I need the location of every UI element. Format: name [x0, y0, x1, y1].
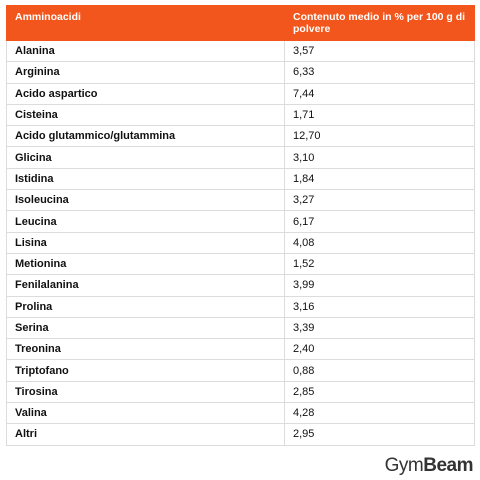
- amino-value: 4,28: [284, 402, 475, 425]
- table-row: Lisina 4,08: [6, 231, 475, 254]
- amino-name: Treonina: [6, 338, 285, 361]
- table-body: Alanina 3,57 Arginina 6,33 Acido aspartico 7,…: [6, 39, 475, 446]
- amino-value: 4,08: [284, 231, 475, 254]
- amino-value: 1,71: [284, 103, 475, 127]
- amino-name: Alanina: [6, 39, 285, 63]
- amino-value: 3,57: [284, 39, 475, 63]
- amino-name: Lisina: [6, 231, 285, 254]
- amino-name: Leucina: [6, 210, 285, 233]
- amino-value: 6,33: [284, 61, 475, 84]
- amino-name: Prolina: [6, 295, 285, 318]
- table-row: Cisteina 1,71: [6, 103, 475, 127]
- amino-name: Fenilalanina: [6, 274, 285, 297]
- amino-name: Arginina: [6, 61, 285, 84]
- logo-text: Beam: [423, 455, 473, 476]
- table-row: Serina 3,39: [6, 316, 475, 340]
- amino-value: 1,84: [284, 167, 475, 191]
- logo: GymBeam: [384, 455, 474, 477]
- table-row: Tirosina 2,85: [6, 380, 475, 404]
- table-row: Alanina 3,57: [6, 39, 475, 63]
- amino-name: Cisteina: [6, 103, 285, 127]
- amino-name: Acido aspartico: [6, 82, 285, 105]
- table-row: Glicina 3,10: [6, 146, 475, 169]
- table-row: Istidina 1,84: [6, 167, 475, 191]
- table-row: Metionina 1,52: [6, 252, 475, 276]
- amino-value: 3,99: [284, 274, 475, 297]
- amino-value: 3,10: [284, 146, 475, 169]
- amino-value: 3,27: [284, 189, 475, 212]
- table-row: Arginina 6,33: [6, 61, 475, 84]
- amino-value: 6,17: [284, 210, 475, 233]
- amino-value: 2,85: [284, 380, 475, 404]
- amino-value: 12,70: [284, 125, 475, 148]
- table-row: Altri 2,95: [6, 423, 475, 446]
- header-cell: Amminoacidi: [6, 5, 285, 41]
- table-row: Acido aspartico 7,44: [6, 82, 475, 105]
- logo-text: Gym: [384, 455, 424, 476]
- table-row: Treonina 2,40: [6, 338, 475, 361]
- amino-value: 0,88: [284, 359, 475, 382]
- table-row: Fenilalanina 3,99: [6, 274, 475, 297]
- amino-value: 1,52: [284, 252, 475, 276]
- table-row: Acido glutammico/glutammina 12,70: [6, 125, 475, 148]
- table-row: Isoleucina 3,27: [6, 189, 475, 212]
- amino-value: 7,44: [284, 82, 475, 105]
- table-row: Leucina 6,17: [6, 210, 475, 233]
- amino-name: Tirosina: [6, 380, 285, 404]
- amino-name: Isoleucina: [6, 189, 285, 212]
- amino-name: Triptofano: [6, 359, 285, 382]
- header-cell: Contenuto medio in % per 100 g di polver…: [284, 5, 475, 41]
- amino-name: Altri: [6, 423, 285, 446]
- amino-name: Glicina: [6, 146, 285, 169]
- amino-name: Metionina: [6, 252, 285, 276]
- amino-name: Valina: [6, 402, 285, 425]
- amino-value: 2,40: [284, 338, 475, 361]
- amino-name: Istidina: [6, 167, 285, 191]
- amino-name: Serina: [6, 316, 285, 340]
- table-row: Valina 4,28: [6, 402, 475, 425]
- amino-table: Amminoacidi Contenuto medio in % per 100…: [6, 5, 475, 446]
- amino-name: Acido glutammico/glutammina: [6, 125, 285, 148]
- header-row: Amminoacidi Contenuto medio in % per 100…: [6, 5, 475, 41]
- table-row: Prolina 3,16: [6, 295, 475, 318]
- amino-value: 2,95: [284, 423, 475, 446]
- table-row: Triptofano 0,88: [6, 359, 475, 382]
- amino-value: 3,16: [284, 295, 475, 318]
- amino-value: 3,39: [284, 316, 475, 340]
